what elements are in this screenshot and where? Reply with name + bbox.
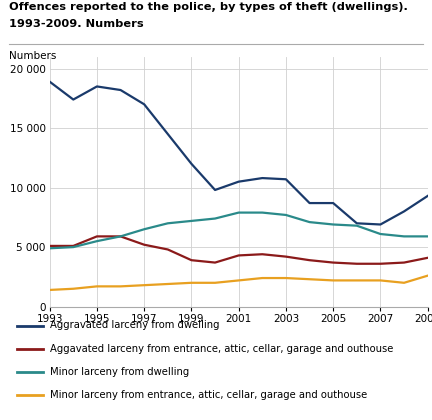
Text: Offences reported to the police, by types of theft (dwellings).: Offences reported to the police, by type… (9, 2, 407, 12)
Text: Aggavated larceny from entrance, attic, cellar, garage and outhouse: Aggavated larceny from entrance, attic, … (50, 344, 393, 354)
Text: Minor larceny from dwelling: Minor larceny from dwelling (50, 367, 189, 377)
Text: Minor larceny from entrance, attic, cellar, garage and outhouse: Minor larceny from entrance, attic, cell… (50, 390, 367, 400)
Text: Numbers: Numbers (9, 51, 56, 61)
Text: 1993-2009. Numbers: 1993-2009. Numbers (9, 19, 143, 29)
Text: Aggravated larceny from dwelling: Aggravated larceny from dwelling (50, 320, 219, 331)
